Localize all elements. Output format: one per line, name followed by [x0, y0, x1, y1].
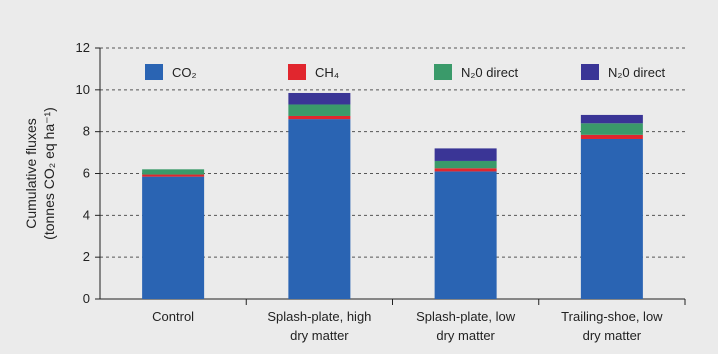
legend-label-4: N₂0 direct	[608, 65, 665, 80]
bar-segment-series-1	[288, 119, 351, 299]
legend-label-3: N₂0 direct	[461, 65, 518, 80]
bar-segment-series-3	[142, 169, 205, 175]
legend-swatch-1	[145, 64, 163, 80]
y-tick-label: 8	[83, 124, 90, 139]
bar-segment-series-3	[580, 123, 643, 135]
bar-segment-series-1	[142, 176, 205, 299]
bar-segment-series-3	[288, 104, 351, 116]
x-category-label: dry matter	[583, 328, 642, 343]
x-category-label: dry matter	[290, 328, 349, 343]
y-tick-label: 10	[76, 82, 90, 97]
y-tick-label: 6	[83, 166, 90, 181]
bar-segment-series-2	[434, 168, 497, 172]
bar-segment-series-2	[142, 174, 205, 177]
legend-swatch-4	[581, 64, 599, 80]
x-category-label: Splash-plate, low	[416, 309, 516, 324]
y-tick-label: 0	[83, 291, 90, 306]
bar-segment-series-1	[434, 171, 497, 299]
legend-label-1: CO₂	[172, 65, 197, 80]
legend-swatch-2	[288, 64, 306, 80]
x-category-label: Trailing-shoe, low	[561, 309, 663, 324]
y-axis-title: Cumulative fluxes	[23, 118, 39, 229]
y-tick-label: 2	[83, 249, 90, 264]
bar-segment-series-4	[288, 92, 351, 105]
bar-segment-series-1	[580, 138, 643, 299]
bar-segment-series-4	[434, 148, 497, 161]
y-tick-label: 12	[76, 40, 90, 55]
legend-swatch-3	[434, 64, 452, 80]
legend-label-2: CH₄	[315, 65, 339, 80]
x-category-label: Splash-plate, high	[267, 309, 371, 324]
x-category-label: Control	[152, 309, 194, 324]
y-tick-label: 4	[83, 207, 90, 222]
y-axis-title-units: (tonnes CO₂ eq ha⁻¹)	[41, 107, 57, 240]
bar-segment-series-4	[580, 114, 643, 124]
bar-segment-series-2	[288, 115, 351, 120]
bar-segment-series-3	[434, 160, 497, 169]
bar-segment-series-2	[580, 134, 643, 139]
x-category-label: dry matter	[436, 328, 495, 343]
